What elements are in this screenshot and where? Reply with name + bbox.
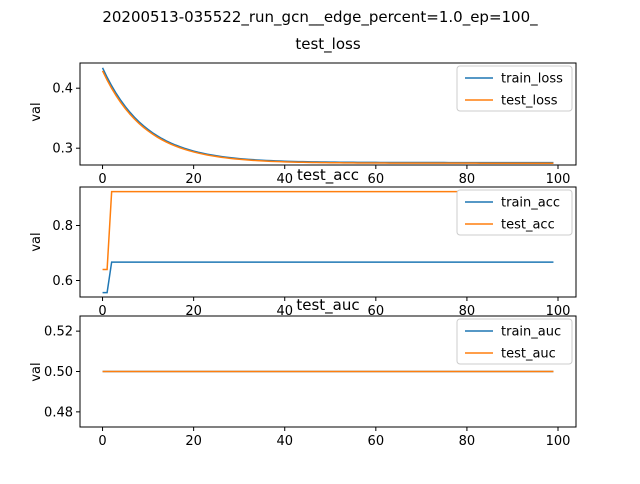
plot-area-frame bbox=[79, 186, 577, 298]
x-tick-label: 80 bbox=[459, 434, 476, 449]
x-tick-label: 60 bbox=[368, 304, 385, 319]
x-tick-label: 40 bbox=[276, 304, 293, 319]
x-tick-label: 20 bbox=[185, 172, 202, 187]
x-tick-label: 60 bbox=[368, 172, 385, 187]
y-tick-label: 0.8 bbox=[52, 219, 73, 234]
legend: train_loss test_loss bbox=[456, 65, 573, 112]
series-line-train_acc bbox=[102, 261, 554, 294]
y-tick-label: 0.4 bbox=[52, 82, 73, 97]
legend: train_acc test_acc bbox=[456, 189, 573, 236]
x-tick-label: 80 bbox=[459, 304, 476, 319]
y-tick-label: 0.50 bbox=[44, 365, 73, 380]
x-tick-label: 40 bbox=[276, 172, 293, 187]
y-axis-label: val bbox=[29, 102, 44, 121]
y-tick-label: 0.3 bbox=[52, 142, 73, 157]
series-line-test_loss bbox=[101, 70, 554, 164]
x-tick-label: 0 bbox=[98, 172, 106, 187]
figure-title: 20200513-035522_run_gcn__edge_percent=1.… bbox=[102, 8, 538, 27]
y-axis-label: val bbox=[29, 362, 44, 381]
legend-label-test_loss: test_loss bbox=[501, 94, 558, 109]
subplot-title: test_acc bbox=[297, 166, 359, 185]
legend-label-train_acc: train_acc bbox=[501, 196, 560, 211]
legend: train_auc test_auc bbox=[456, 318, 573, 365]
x-tick-label: 0 bbox=[98, 304, 106, 319]
legend-label-train_loss: train_loss bbox=[501, 72, 563, 87]
y-axis-label: val bbox=[29, 232, 44, 251]
x-tick-label: 100 bbox=[546, 434, 571, 449]
series-line-test_acc bbox=[102, 190, 554, 271]
x-tick-label: 0 bbox=[98, 434, 106, 449]
y-tick-label: 0.6 bbox=[52, 274, 73, 289]
legend-label-train_auc: train_auc bbox=[501, 325, 561, 340]
subplot-title: test_loss bbox=[295, 35, 360, 54]
x-tick-label: 40 bbox=[276, 434, 293, 449]
y-tick-label: 0.52 bbox=[44, 325, 73, 340]
x-tick-label: 100 bbox=[546, 172, 571, 187]
y-tick-label: 0.48 bbox=[44, 405, 73, 420]
x-tick-label: 20 bbox=[185, 304, 202, 319]
x-tick-label: 100 bbox=[546, 304, 571, 319]
legend-label-test_acc: test_acc bbox=[501, 218, 555, 233]
legend-label-test_auc: test_auc bbox=[501, 347, 556, 362]
subplot-title: test_auc bbox=[296, 296, 359, 315]
plot-area-frame bbox=[79, 62, 577, 166]
x-tick-label: 60 bbox=[368, 434, 385, 449]
x-tick-label: 80 bbox=[459, 172, 476, 187]
x-tick-label: 20 bbox=[185, 434, 202, 449]
